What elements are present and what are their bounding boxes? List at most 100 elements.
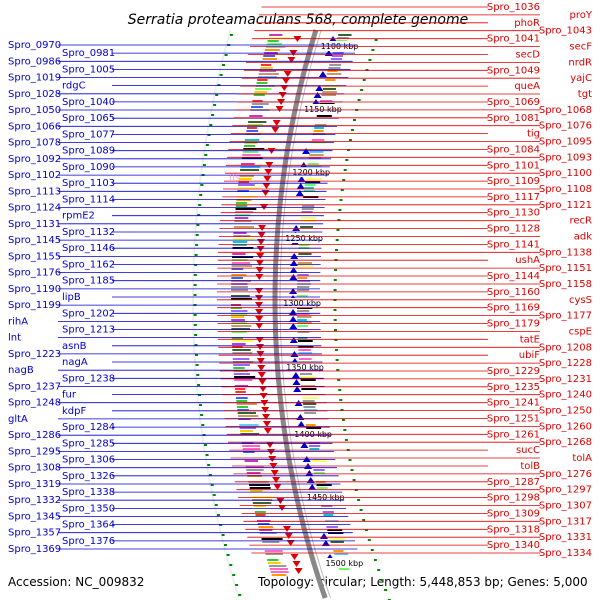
gene-block: [231, 277, 243, 279]
plus-strand-gene-arrow: [255, 309, 264, 315]
scale-label-bg: [283, 233, 327, 243]
plus-strand-gene-arrow: [273, 484, 282, 490]
gene-label: Spro_1250: [539, 406, 592, 417]
minus-strand-gene-arrow: [300, 442, 309, 448]
scale-tick: [198, 394, 201, 396]
scale-tick: [204, 444, 207, 446]
plus-strand-gene-arrow: [268, 456, 277, 462]
plus-strand-gene-arrow: [257, 232, 266, 238]
scale-tick: [193, 324, 197, 326]
gene-block: [311, 142, 327, 144]
gene-label: Spro_1240: [539, 390, 592, 401]
gene-label: Spro_1213: [62, 325, 115, 336]
gene-block: [238, 181, 250, 183]
gene-block: [236, 199, 252, 201]
scale-tick: [340, 409, 344, 411]
minus-strand-gene-arrow: [289, 323, 298, 329]
gene-label: rpmE2: [62, 211, 95, 222]
scale-tick: [357, 499, 361, 501]
gene-block: [233, 238, 255, 240]
plus-strand-gene-arrow: [256, 246, 265, 252]
gene-block: [308, 157, 322, 159]
gene-block: [231, 325, 252, 327]
gene-label: nagA: [62, 357, 88, 368]
minus-strand-gene-arrow: [291, 372, 300, 378]
scale-tick: [207, 134, 211, 136]
gene-block: [233, 364, 250, 366]
scale-tick: [200, 414, 204, 416]
gene-block: [232, 253, 246, 255]
minus-strand-gene-arrow: [292, 225, 301, 231]
gene-block: [311, 460, 328, 462]
plus-strand-gene-arrow: [283, 71, 292, 77]
gene-block: [297, 262, 312, 264]
gene-block: [236, 202, 247, 204]
gene-label: Spro_1284: [62, 422, 115, 433]
gene-label: Spro_1043: [539, 26, 592, 37]
scale-tick: [347, 149, 350, 151]
scale-tick: [338, 389, 342, 391]
gene-label: Spro_1357: [8, 528, 61, 539]
gene-label: Spro_1231: [539, 374, 592, 385]
gene-block: [234, 379, 253, 381]
gene-label: Spro_1332: [8, 495, 61, 506]
gene-block: [330, 541, 344, 543]
gene-label: Spro_1306: [62, 455, 115, 466]
gene-block: [271, 574, 287, 576]
gene-block: [233, 367, 245, 369]
plus-strand-gene-arrow: [272, 477, 281, 483]
gene-label: Spro_1199: [8, 300, 61, 311]
gene-label: Spro_1176: [8, 268, 61, 279]
gene-block: [242, 151, 259, 153]
gene-block: [231, 313, 247, 315]
gene-label: Spro_1185: [62, 276, 115, 287]
scale-tick: [334, 329, 337, 331]
minus-strand-gene-arrow: [318, 71, 327, 77]
scale-tick: [348, 459, 352, 461]
gene-block: [234, 376, 256, 378]
accession-label: Accession: NC_009832: [8, 575, 144, 589]
scale-tick: [213, 104, 217, 106]
gene-label: Spro_1102: [8, 170, 61, 181]
scale-tick: [224, 544, 227, 546]
gene-label: Spro_1287: [487, 477, 540, 488]
gene-label: Spro_1100: [539, 168, 592, 179]
gene-block: [305, 178, 322, 180]
plus-strand-gene-arrow: [263, 428, 272, 434]
gene-block: [297, 316, 312, 318]
gene-block: [298, 352, 313, 354]
gene-label: nagB: [8, 365, 34, 376]
scale-tick: [198, 204, 202, 206]
gene-block: [309, 154, 324, 156]
scale-label: 1200 kbp: [292, 168, 330, 177]
gene-block: [316, 115, 332, 117]
gene-block: [235, 208, 257, 210]
gene-block: [231, 331, 247, 333]
minus-strand-gene-arrow: [289, 309, 298, 315]
scale-tick: [350, 129, 354, 131]
gene-label: Spro_1238: [62, 373, 115, 384]
gene-block: [301, 388, 317, 390]
gene-label: Spro_1089: [62, 146, 115, 157]
gene-label: Spro_1101: [487, 160, 540, 171]
gene-label: kdpF: [62, 406, 86, 417]
scale-tick: [362, 79, 366, 81]
plus-strand-gene-arrow: [255, 323, 264, 329]
gene-label: Spro_1160: [487, 287, 540, 298]
gene-block: [326, 526, 338, 528]
gene-block: [253, 505, 266, 507]
scale-tick: [336, 369, 340, 371]
gene-label: Spro_1307: [539, 501, 592, 512]
gene-block: [240, 169, 259, 171]
scale-tick: [350, 469, 354, 471]
gene-label: Spro_1369: [8, 544, 61, 555]
gene-block: [235, 391, 246, 393]
gene-block: [321, 505, 333, 507]
gene-block: [264, 550, 283, 552]
gene-label: Spro_1066: [8, 121, 61, 132]
gene-block: [231, 289, 248, 291]
minus-strand-gene-arrow: [296, 183, 305, 189]
gene-label: Spro_1124: [8, 203, 61, 214]
scale-tick: [338, 209, 342, 211]
gene-label: Spro_1132: [62, 227, 115, 238]
